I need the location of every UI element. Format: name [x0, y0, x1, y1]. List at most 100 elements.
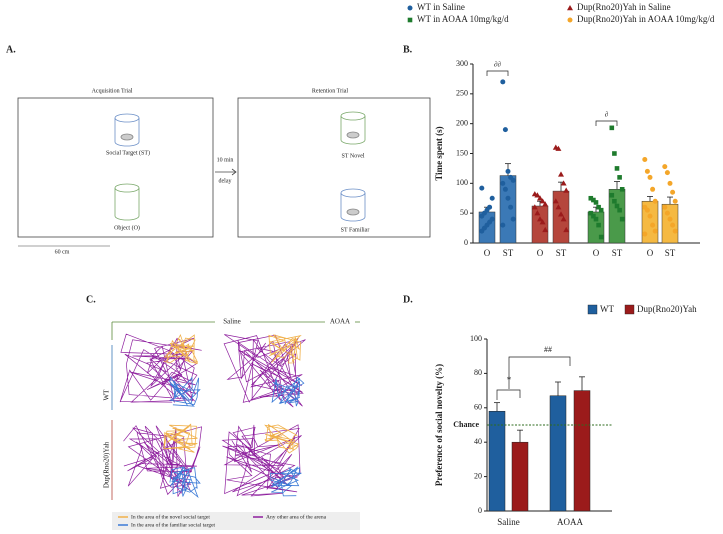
data-point	[542, 226, 549, 233]
bar	[488, 410, 506, 512]
panel-label: B.	[403, 44, 413, 55]
cylinder	[340, 111, 366, 145]
data-point	[537, 216, 543, 222]
data-point	[598, 207, 604, 213]
data-point	[537, 195, 543, 201]
x-tick-label: O	[647, 248, 654, 258]
trajectories	[119, 333, 306, 499]
data-point	[670, 189, 676, 195]
target-label: Social Target (ST)	[106, 149, 150, 156]
y-axis-label: Time spent (s)	[434, 126, 444, 180]
data-point	[534, 210, 541, 216]
legend-text: Dup(Rno20)Yah	[637, 304, 697, 314]
trajectory	[268, 334, 302, 364]
y-tick-label: 50	[460, 208, 468, 217]
data-point	[612, 151, 617, 156]
data-point	[617, 207, 622, 213]
trajectory	[221, 424, 302, 497]
data-point	[510, 177, 516, 183]
data-point	[505, 168, 511, 174]
data-point	[664, 170, 670, 176]
column-frame	[111, 321, 360, 340]
data-point	[555, 145, 562, 151]
legend-text: WT in Saline	[417, 2, 465, 12]
arena-right	[237, 97, 431, 238]
data-point	[650, 186, 656, 192]
data-point	[672, 198, 678, 204]
legend-marker	[567, 17, 573, 23]
x-tick-label: O	[484, 248, 491, 258]
trajectory	[264, 423, 300, 454]
data-point	[508, 204, 514, 210]
data-point	[489, 195, 495, 201]
data-point	[670, 222, 676, 228]
bar	[511, 441, 529, 512]
data-point	[505, 195, 511, 201]
significance-bracket	[508, 356, 571, 389]
bar	[552, 190, 570, 244]
panel-label: A.	[6, 44, 16, 55]
data-point	[596, 222, 601, 228]
data-point	[650, 222, 656, 228]
trajectory	[123, 425, 203, 497]
legend-text: In the area of the novel social target	[131, 513, 210, 520]
data-point	[531, 204, 538, 210]
arrow-head	[231, 168, 237, 176]
trajectory	[119, 333, 202, 403]
data-point	[614, 166, 620, 171]
data-point	[539, 219, 546, 225]
cylinder	[114, 113, 140, 147]
trajectory	[269, 466, 302, 497]
x-tick-label: O	[593, 248, 600, 258]
significance-label: ∂	[605, 111, 609, 119]
data-point	[598, 234, 604, 240]
y-tick-label: 40	[474, 437, 482, 446]
data-point	[662, 164, 668, 170]
reference-label: Chance	[453, 420, 479, 429]
data-point	[647, 174, 653, 180]
x-tick-label: ST	[665, 248, 676, 258]
legend-marker	[407, 17, 413, 23]
data-point	[647, 213, 653, 219]
data-point	[596, 204, 601, 210]
legend-marker	[407, 5, 413, 11]
data-point	[667, 180, 673, 186]
panel-a	[17, 97, 431, 247]
data-point	[560, 180, 567, 186]
data-point	[612, 198, 617, 204]
data-point	[617, 175, 622, 180]
significance-bracket	[496, 389, 521, 400]
data-point	[672, 228, 678, 234]
data-point	[489, 216, 495, 222]
y-tick-label: 80	[474, 368, 482, 377]
trajectory	[169, 466, 201, 499]
data-point	[502, 127, 508, 133]
data-point	[652, 198, 658, 204]
trial-title: Acquisition Trial	[92, 88, 133, 94]
data-point	[502, 186, 508, 192]
legend-text: Dup(Rno20)Yah in Saline	[577, 2, 671, 12]
legend-swatch	[587, 304, 598, 315]
novel-label: ST Novel	[341, 153, 364, 159]
row-label: WT	[103, 389, 111, 401]
x-tick-label: ST	[612, 248, 623, 258]
legend-swatch	[624, 304, 635, 315]
y-tick-label: 0	[464, 238, 468, 247]
data-point	[479, 185, 485, 191]
bar	[549, 395, 567, 512]
bar	[573, 390, 591, 512]
data-point	[552, 198, 559, 204]
data-point	[510, 216, 516, 222]
x-tick-label: ST	[503, 248, 514, 258]
data-point	[591, 213, 596, 219]
data-point	[555, 204, 562, 210]
data-point	[487, 204, 493, 210]
y-tick-label: 300	[456, 59, 468, 68]
significance-label: ∂∂	[494, 61, 501, 69]
data-point	[500, 222, 506, 228]
legend-text: WT in AOAA 10mg/kg/d	[417, 14, 509, 24]
data-point	[609, 192, 615, 198]
data-point	[588, 210, 594, 216]
legend-marker	[567, 5, 573, 11]
